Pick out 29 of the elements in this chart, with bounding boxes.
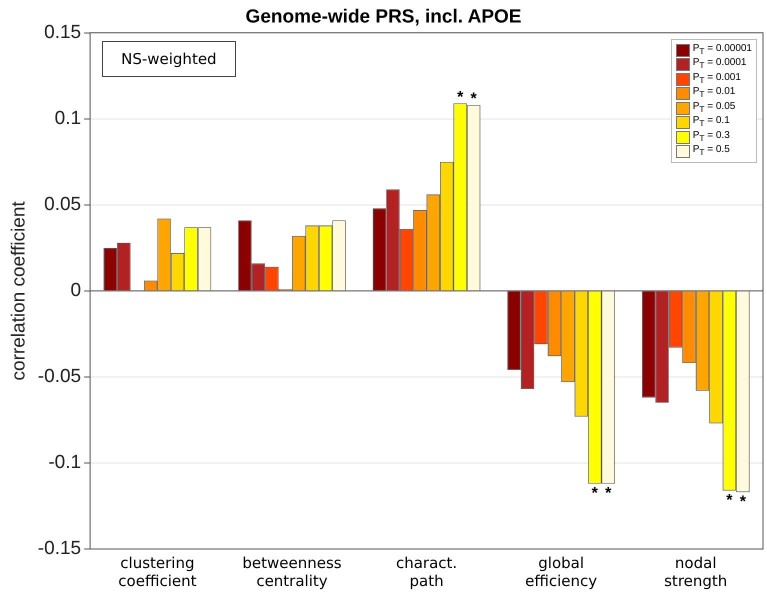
chart-title: Genome-wide PRS, incl. APOE (246, 6, 522, 28)
annotation: * (457, 88, 464, 106)
annotation: * (740, 494, 747, 511)
legend-label: P$_{T}$ = 0.001 (692, 72, 741, 86)
legend-label: P$_{T}$ = 0.01 (692, 86, 736, 101)
x-tick-label: global efficiency (525, 554, 598, 590)
y-tick-label: -0.15 (38, 538, 82, 560)
x-tick-label: charact. path (396, 554, 458, 590)
annotation: NS-weighted (102, 40, 236, 77)
x-tick-label: betweenness centrality (242, 554, 342, 590)
legend-label: P$_{T}$ = 0.3 (692, 130, 730, 144)
x-tick-label: nodal strength (664, 554, 728, 590)
y-tick-label: 0.1 (54, 108, 82, 130)
y-tick-label: -0.1 (48, 452, 82, 474)
annotation: * (726, 492, 734, 509)
legend-label: P$_{T}$ = 0.1 (692, 115, 730, 130)
annotation: * (605, 485, 612, 502)
y-tick-label: 0.05 (44, 194, 82, 216)
y-tick-label: -0.05 (38, 366, 82, 388)
x-tick-label: clustering coefficient (118, 554, 197, 590)
legend-label: P$_{T}$ = 0.05 (692, 100, 736, 116)
y-axis-title: correlation coefficient (8, 200, 30, 380)
annotation: * (592, 485, 599, 502)
legend-label: P$_{T}$ = 0.5 (692, 144, 730, 159)
legend-label: P$_{T}$ = 0.0001 (692, 57, 746, 72)
y-tick-label: 0 (70, 280, 82, 302)
legend-label: P$_{T}$ = 0.00001 (692, 42, 752, 58)
y-tick-label: 0.15 (44, 22, 82, 44)
annotation: * (470, 90, 478, 108)
